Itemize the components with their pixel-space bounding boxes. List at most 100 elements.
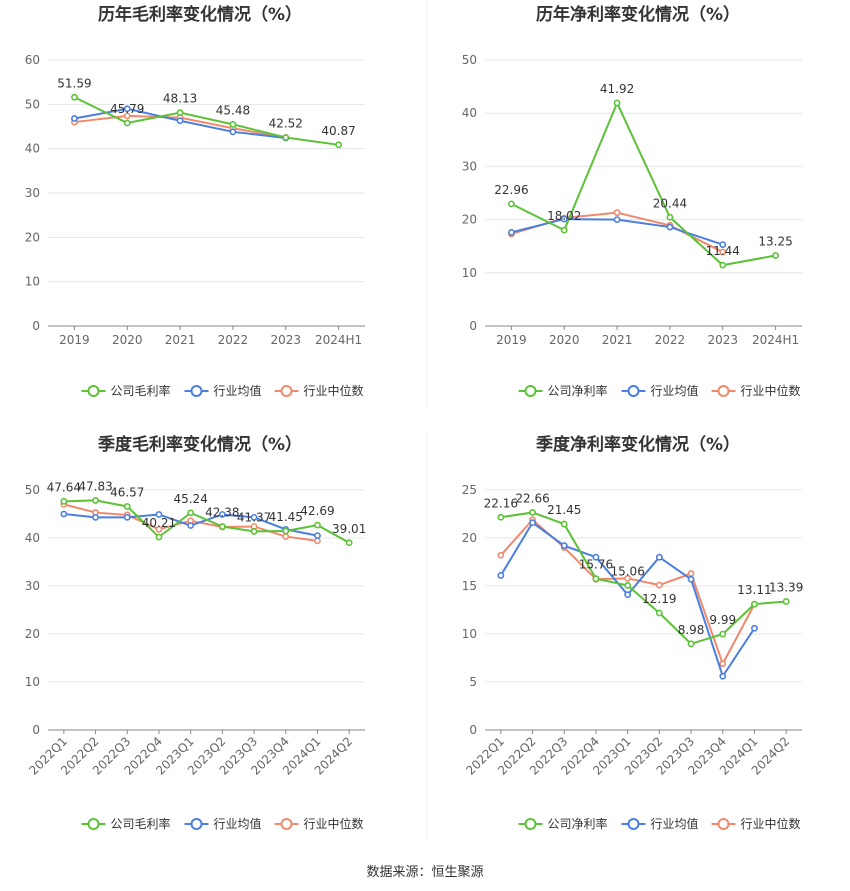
x-tick-label: 2021 (602, 333, 633, 347)
y-tick-label: 20 (462, 213, 477, 227)
data-label: 40.87 (321, 124, 355, 138)
series-line-company (510, 100, 776, 267)
data-point-avg (655, 553, 663, 561)
legend-swatch-marker (524, 818, 537, 830)
series-line-avg (499, 521, 756, 679)
data-point-median (687, 570, 695, 577)
data-point-company (719, 261, 727, 269)
y-tick-label: 60 (25, 53, 40, 67)
legend-label: 行业均值 (651, 816, 699, 831)
data-point-company (772, 252, 779, 259)
legend-label: 公司毛利率 (111, 383, 171, 398)
data-point-company (187, 509, 195, 517)
data-point-avg (250, 513, 258, 521)
data-label: 48.13 (163, 92, 197, 106)
data-label: 15.06 (610, 564, 644, 578)
data-point-company (335, 141, 342, 149)
x-tick-label: 2020 (112, 333, 143, 347)
y-tick-label: 40 (462, 106, 477, 120)
data-label: 45.24 (173, 492, 207, 506)
y-tick-label: 20 (25, 230, 40, 244)
legend-swatch-marker (524, 385, 537, 397)
x-tick-label: 2022 (218, 333, 249, 347)
data-label: 18.02 (547, 209, 581, 223)
legend-label: 公司净利率 (548, 816, 608, 831)
data-point-company (60, 497, 68, 505)
legend-label: 行业中位数 (304, 383, 364, 398)
data-point-avg (529, 519, 536, 527)
y-tick-label: 5 (469, 675, 477, 689)
data-label: 11.44 (706, 244, 740, 258)
data-label: 12.19 (642, 592, 676, 606)
data-label: 41.92 (600, 82, 634, 96)
x-tick-label: 2019 (496, 333, 527, 347)
data-point-median (719, 248, 727, 256)
chart-panel-1: 历年毛利率变化情况（%） 0 10 20 30 40 50 60 2019 2020 2021 202… (25, 4, 365, 398)
data-point-company (666, 213, 674, 221)
data-label: 47.83 (78, 479, 112, 493)
chart-panel-2: 历年净利率变化情况（%） 0 10 20 30 40 50 2019 2020 2021 2022 2… (462, 4, 802, 398)
y-tick-label: 20 (25, 627, 40, 641)
data-point-avg (624, 591, 632, 599)
data-point-median (624, 574, 632, 582)
chart-panel-3: 季度毛利率变化情况（%）010203040502022Q12022Q22022Q… (25, 434, 367, 831)
data-point-company (92, 497, 99, 504)
data-point-avg (751, 624, 758, 632)
legend-swatch-marker (280, 818, 293, 830)
chart-title: 历年净利率变化情况（%） (536, 4, 740, 25)
data-point-avg (719, 241, 727, 249)
data-point-avg (123, 513, 131, 521)
y-tick-label: 50 (462, 53, 477, 67)
data-label: 45.79 (110, 102, 144, 116)
legend-swatch-marker (717, 385, 730, 397)
y-tick-label: 0 (469, 319, 477, 333)
data-point-avg (497, 572, 505, 579)
data-point-company (282, 527, 290, 535)
chart-panel-4: 季度净利率变化情况（%）05101520252022Q12022Q22022Q3… (462, 434, 804, 831)
data-label: 13.39 (769, 580, 803, 594)
legend-swatch-marker (627, 818, 640, 830)
x-tick-label: 2022 (655, 333, 686, 347)
y-tick-label: 0 (469, 723, 477, 737)
data-point-avg (719, 672, 727, 680)
y-tick-label: 30 (25, 186, 40, 200)
legend-swatch-marker (717, 818, 730, 830)
data-label: 42.38 (205, 506, 239, 520)
legend-swatch-marker (190, 385, 203, 397)
data-point-company (560, 520, 568, 528)
legend-label: 行业中位数 (304, 816, 364, 831)
y-tick-label: 0 (32, 723, 40, 737)
y-tick-label: 50 (25, 97, 40, 111)
data-point-company (314, 521, 321, 529)
legend-swatch-marker (280, 385, 293, 397)
data-point-company (155, 533, 163, 541)
x-tick-label: 2023 (270, 333, 301, 347)
data-point-company (624, 582, 632, 589)
data-label: 15.76 (579, 558, 613, 572)
data-point-company (719, 630, 727, 638)
data-point-company (655, 609, 663, 617)
data-point-avg (666, 223, 674, 231)
data-point-company (218, 523, 226, 530)
y-tick-label: 30 (25, 579, 40, 593)
data-point-avg (187, 522, 195, 529)
x-tick-label: 2024H1 (315, 333, 362, 347)
data-point-avg (592, 553, 600, 561)
data-point-company (782, 598, 790, 605)
data-point-company (71, 93, 78, 101)
data-point-avg (176, 117, 184, 125)
y-tick-label: 0 (32, 319, 40, 333)
data-label: 22.96 (494, 183, 528, 197)
data-point-company (560, 226, 568, 234)
data-point-median (155, 525, 163, 533)
x-tick-label: 2019 (59, 333, 90, 347)
series-line-company (500, 511, 787, 645)
data-point-avg (229, 128, 237, 136)
y-tick-label: 10 (25, 275, 40, 289)
x-tick-label: 2024H1 (752, 333, 799, 347)
series-line-company (63, 499, 350, 544)
y-tick-label: 25 (462, 483, 477, 497)
data-point-company (123, 119, 131, 127)
data-point-median (719, 660, 727, 668)
data-source: 数据来源：恒生聚源 (366, 865, 483, 880)
